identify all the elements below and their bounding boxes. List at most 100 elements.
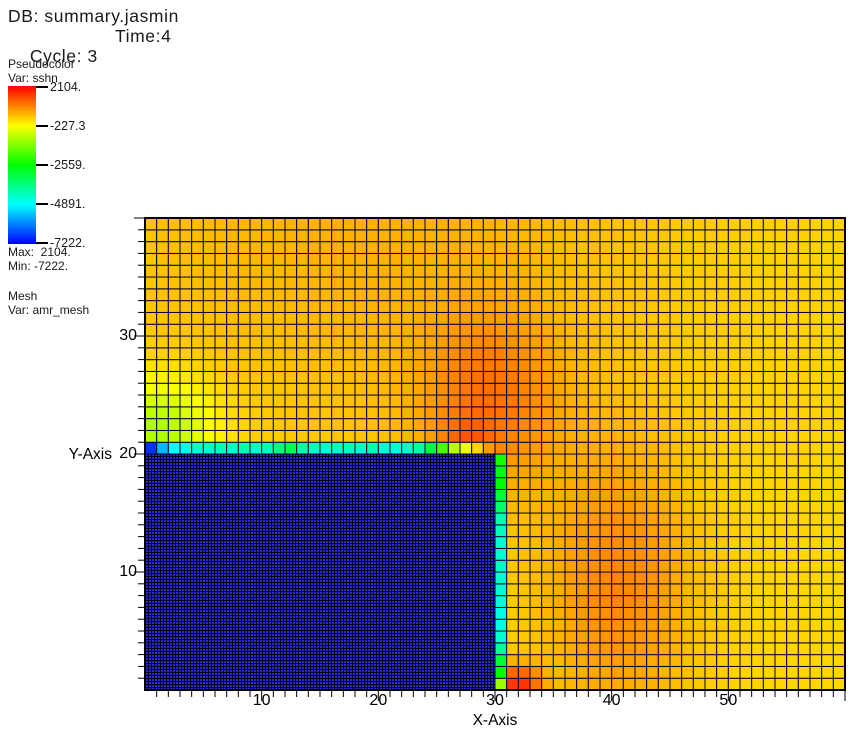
mesh-cell xyxy=(751,500,764,514)
mesh-cell xyxy=(739,583,753,597)
mesh-cell xyxy=(354,347,368,361)
mesh-cell xyxy=(191,382,204,396)
mesh-cell xyxy=(296,276,309,290)
mesh-cell xyxy=(494,571,508,585)
mesh-cell xyxy=(809,583,823,597)
mesh-cell xyxy=(249,347,263,361)
mesh-cell xyxy=(459,406,473,420)
mesh-cell xyxy=(681,406,694,420)
mesh-cell xyxy=(634,477,648,490)
mesh-cell xyxy=(191,370,204,384)
mesh-cell xyxy=(599,252,613,266)
mesh-cell xyxy=(506,536,519,549)
mesh-cell xyxy=(179,217,193,231)
mesh-cell xyxy=(762,229,776,243)
mesh-cell xyxy=(541,524,554,538)
mesh-cell xyxy=(646,500,659,514)
mesh-cell xyxy=(237,347,251,361)
mesh-cell xyxy=(727,665,741,679)
mesh-cell xyxy=(471,241,484,254)
mesh-cell xyxy=(447,406,461,420)
mesh-cell xyxy=(354,370,368,384)
mesh-cell xyxy=(611,547,624,561)
mesh-cell xyxy=(576,642,589,656)
mesh-cell xyxy=(296,359,309,372)
mesh-cell xyxy=(634,571,648,585)
mesh-cell xyxy=(681,441,694,455)
mesh-cell xyxy=(716,606,729,620)
mesh-cell xyxy=(506,288,519,302)
mesh-cell xyxy=(576,300,589,313)
mesh-cell xyxy=(401,335,414,349)
mesh-cell xyxy=(366,382,379,396)
mesh-cell xyxy=(762,547,776,561)
mesh-cell xyxy=(669,264,683,278)
mesh-cell xyxy=(331,335,344,349)
mesh-cell xyxy=(762,252,776,266)
mesh-cell xyxy=(821,217,834,231)
mesh-cell xyxy=(529,465,543,479)
mesh-cell xyxy=(494,618,508,632)
mesh-cell xyxy=(716,642,729,656)
mesh-cell xyxy=(284,418,298,431)
mesh-cell xyxy=(786,217,799,231)
mesh-cell xyxy=(576,311,589,325)
mesh-cell xyxy=(774,465,788,479)
mesh-cell xyxy=(564,453,578,467)
mesh-cell xyxy=(727,311,741,325)
mesh-cell xyxy=(657,642,671,656)
mesh-cell xyxy=(669,583,683,597)
mesh-cell xyxy=(657,394,671,408)
mesh-cell xyxy=(751,465,764,479)
mesh-cell xyxy=(412,406,426,420)
mesh-cell xyxy=(471,347,484,361)
mesh-cell xyxy=(284,335,298,349)
mesh-cell xyxy=(821,359,834,372)
mesh-cell xyxy=(517,241,531,254)
mesh-cell xyxy=(179,418,193,431)
mesh-cell xyxy=(832,595,846,608)
mesh-cell xyxy=(774,418,788,431)
mesh-cell xyxy=(786,229,799,243)
mesh-cell xyxy=(401,382,414,396)
mesh-cell xyxy=(704,665,718,679)
mesh-cell xyxy=(564,583,578,597)
mesh-cell xyxy=(716,418,729,431)
mesh-cell xyxy=(424,347,438,361)
mesh-cell xyxy=(657,583,671,597)
mesh-cell xyxy=(716,571,729,585)
mesh-cell xyxy=(669,323,683,337)
mesh-cell xyxy=(506,382,519,396)
mesh-cell xyxy=(529,252,543,266)
mesh-cell xyxy=(622,465,636,479)
mesh-cell xyxy=(517,252,531,266)
mesh-cell xyxy=(786,583,799,597)
mesh-cell xyxy=(541,229,554,243)
mesh-cell xyxy=(646,524,659,538)
mesh-cell xyxy=(704,654,718,667)
mesh-cell xyxy=(692,406,706,420)
mesh-cell xyxy=(342,429,356,443)
mesh-cell xyxy=(599,311,613,325)
mesh-cells xyxy=(144,217,846,691)
pseudocolor-plot[interactable] xyxy=(130,210,855,722)
mesh-cell xyxy=(156,300,169,313)
mesh-cell xyxy=(529,382,543,396)
mesh-cell xyxy=(716,241,729,254)
mesh-cell xyxy=(587,241,601,254)
mesh-cell xyxy=(739,512,753,526)
mesh-cell xyxy=(622,370,636,384)
mesh-cell xyxy=(552,264,566,278)
mesh-cell xyxy=(564,229,578,243)
mesh-cell xyxy=(646,536,659,549)
mesh-cell xyxy=(494,229,508,243)
mesh-cell xyxy=(751,606,764,620)
mesh-cell xyxy=(552,512,566,526)
mesh-cell xyxy=(786,642,799,656)
mesh-cell xyxy=(681,394,694,408)
mesh-cell xyxy=(424,323,438,337)
mesh-cell xyxy=(634,500,648,514)
mesh-cell xyxy=(797,583,811,597)
mesh-cell xyxy=(774,359,788,372)
mesh-cell xyxy=(646,300,659,313)
